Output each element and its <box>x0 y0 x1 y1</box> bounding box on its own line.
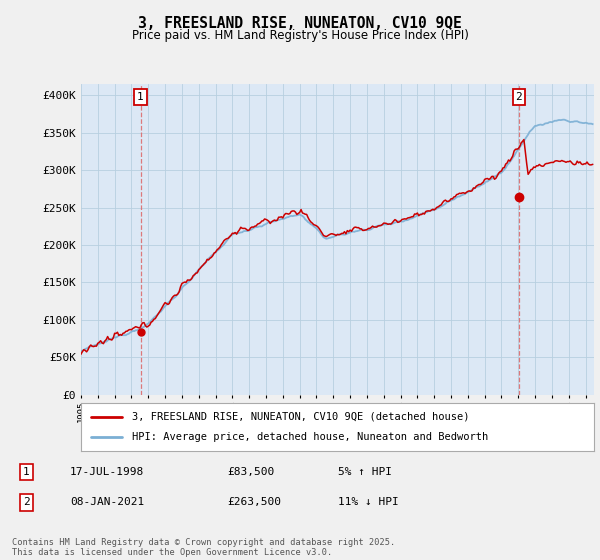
Text: £83,500: £83,500 <box>227 467 275 477</box>
Text: 2: 2 <box>515 92 522 102</box>
Text: 08-JAN-2021: 08-JAN-2021 <box>70 497 145 507</box>
Text: 17-JUL-1998: 17-JUL-1998 <box>70 467 145 477</box>
Text: £263,500: £263,500 <box>227 497 281 507</box>
Text: 1: 1 <box>23 467 30 477</box>
Text: 3, FREESLAND RISE, NUNEATON, CV10 9QE (detached house): 3, FREESLAND RISE, NUNEATON, CV10 9QE (d… <box>133 412 470 422</box>
Text: Price paid vs. HM Land Registry's House Price Index (HPI): Price paid vs. HM Land Registry's House … <box>131 29 469 42</box>
Text: 5% ↑ HPI: 5% ↑ HPI <box>338 467 392 477</box>
Text: 1: 1 <box>137 92 144 102</box>
Text: 2: 2 <box>23 497 30 507</box>
Text: Contains HM Land Registry data © Crown copyright and database right 2025.
This d: Contains HM Land Registry data © Crown c… <box>12 538 395 557</box>
Text: HPI: Average price, detached house, Nuneaton and Bedworth: HPI: Average price, detached house, Nune… <box>133 432 488 442</box>
Text: 11% ↓ HPI: 11% ↓ HPI <box>338 497 398 507</box>
Text: 3, FREESLAND RISE, NUNEATON, CV10 9QE: 3, FREESLAND RISE, NUNEATON, CV10 9QE <box>138 16 462 31</box>
